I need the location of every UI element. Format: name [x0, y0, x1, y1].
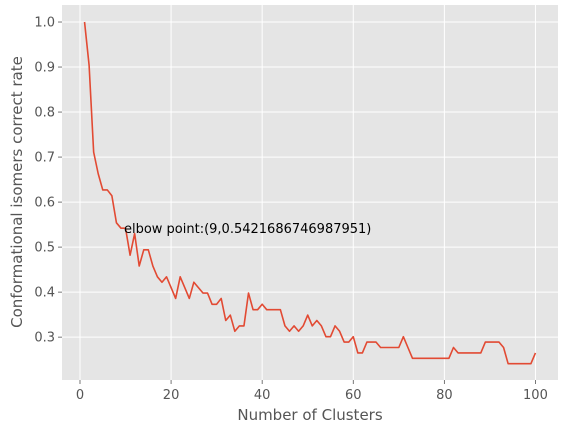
x-tick-label: 60	[345, 388, 362, 403]
tick-labels: 0 20 40 60 80 100 0.3 0.4 0.5 0.6 0.7 0.8 0.9 1.0	[34, 16, 548, 403]
y-tick-label: 0.8	[34, 106, 55, 121]
x-tick-label: 40	[254, 388, 271, 403]
x-tick-label: 0	[76, 388, 84, 403]
x-axis-label: Number of Clusters	[237, 406, 382, 424]
y-tick-label: 0.9	[34, 61, 55, 76]
y-tick-label: 0.6	[34, 196, 55, 211]
y-tick-label: 0.4	[34, 286, 55, 301]
y-axis-label: Conformational isomers correct rate	[8, 56, 26, 328]
x-tick-label: 80	[436, 388, 453, 403]
x-tick-label: 100	[523, 388, 548, 403]
y-tick-label: 0.5	[34, 241, 55, 256]
y-tick-label: 0.7	[34, 151, 55, 166]
y-tick-label: 1.0	[34, 16, 55, 31]
plot-background	[62, 5, 558, 380]
gridlines	[62, 5, 558, 380]
elbow-annotation: elbow point:(9,0.5421686746987951)	[124, 222, 371, 237]
y-tick-label: 0.3	[34, 331, 55, 346]
series-line	[83, 21, 537, 365]
x-tick-label: 20	[163, 388, 180, 403]
